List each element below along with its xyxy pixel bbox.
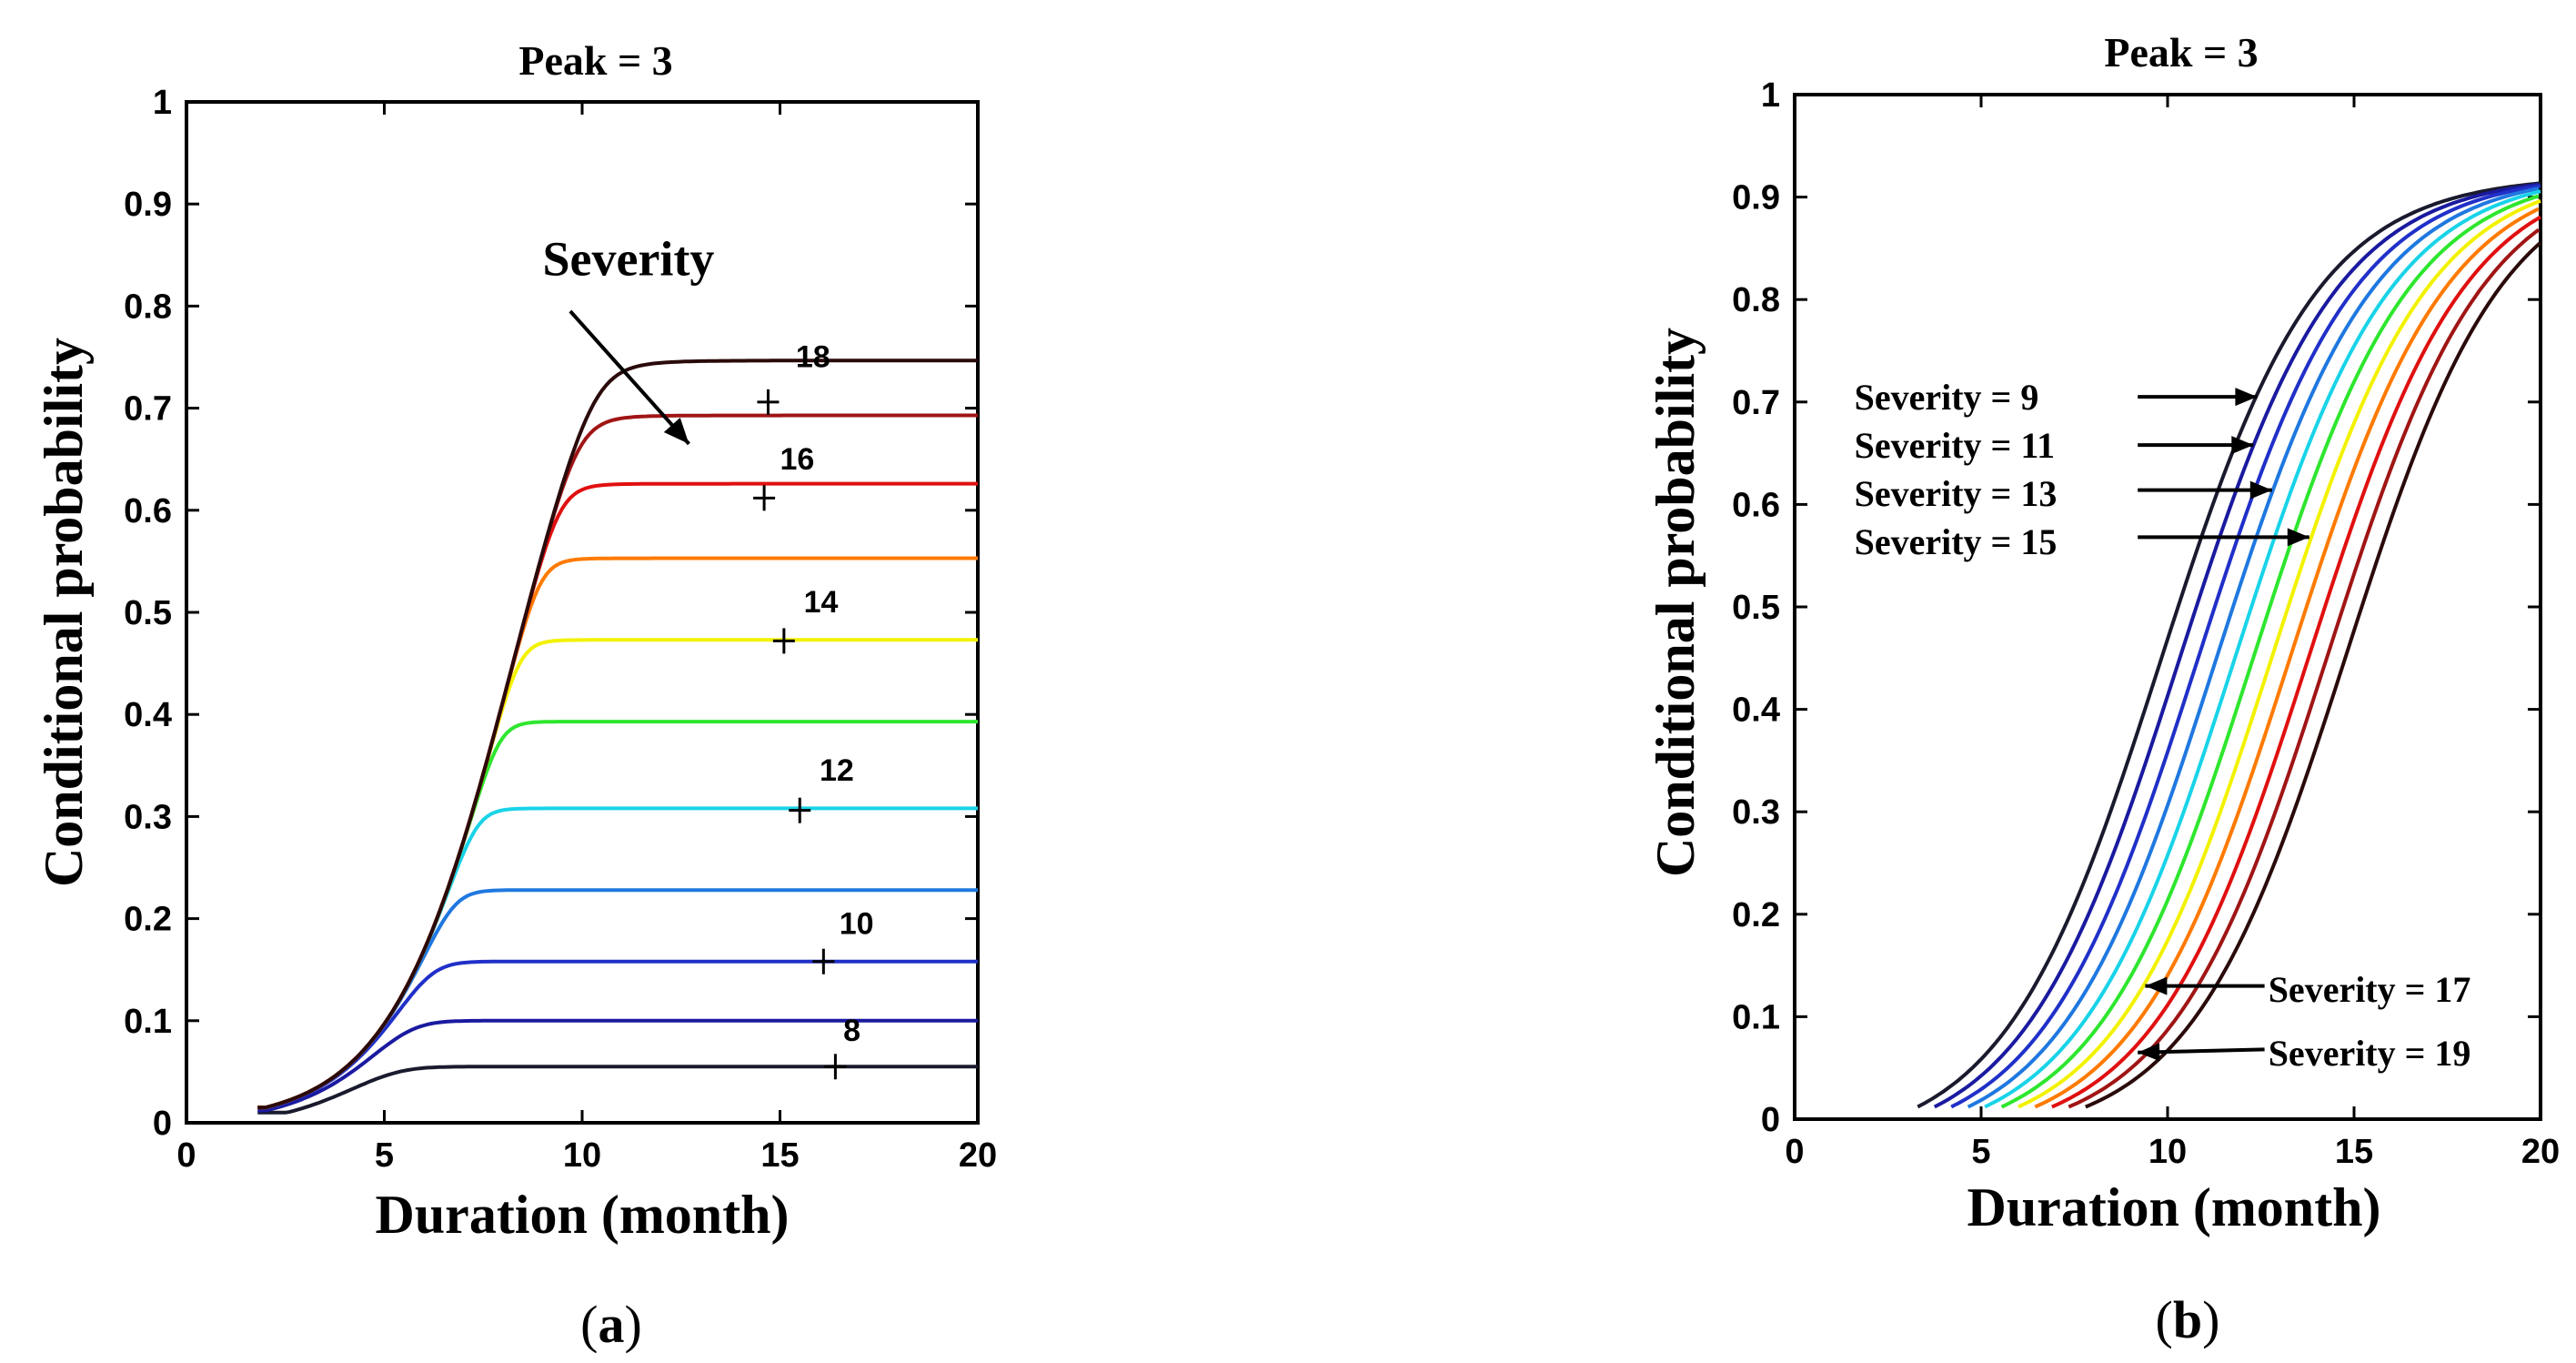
chart-b-caption: (b): [2156, 1290, 2220, 1349]
series-line-severity-19: [2085, 241, 2542, 1109]
chart-a-severity-annotation: Severity: [543, 232, 715, 287]
x-tick-label: 20: [959, 1136, 997, 1175]
severity-annotation: Severity = 9: [1855, 377, 2039, 418]
series-line-severity-11: [1950, 184, 2541, 1109]
x-tick-label: 15: [760, 1136, 799, 1175]
series-line-severity-16: [257, 481, 978, 1110]
severity-arrow-head: [2231, 436, 2254, 455]
y-tick-label: 0.9: [1732, 179, 1780, 217]
severity-arrow-head: [2138, 1043, 2160, 1062]
chart-b-annotations: Severity = 9 Severity = 11 Severity = 13 Se…: [1855, 377, 2471, 1074]
series-line-severity-15: [2018, 198, 2541, 1109]
severity-arrow-head: [2145, 976, 2168, 995]
chart-a-severity-arrowhead: [663, 418, 689, 444]
severity-arrow-head: [2235, 388, 2258, 407]
series-line-severity-9: [257, 1018, 978, 1113]
y-tick-label: 0.2: [124, 901, 172, 939]
severity-label: 10: [840, 906, 874, 941]
y-tick-label: 0.5: [124, 594, 172, 632]
y-tick-label: 0.1: [1732, 998, 1780, 1036]
x-tick-label: 0: [176, 1136, 196, 1175]
chart-b-y-ticks: 0 0.1 0.2 0.3 0.4 0.5 0.6 0.7 0.8 0.9 1: [1732, 76, 2541, 1139]
chart-a-x-ticks: 0 5 10 15 20: [176, 102, 997, 1175]
severity-label: 12: [820, 753, 854, 788]
x-tick-label: 5: [375, 1136, 394, 1175]
y-tick-label: 0: [1761, 1101, 1780, 1139]
series-line-severity-13: [1984, 189, 2541, 1109]
y-tick-label: 0.6: [1732, 486, 1780, 524]
y-tick-label: 0.6: [124, 492, 172, 530]
series-line-severity-18: [257, 358, 978, 1110]
y-tick-label: 0.2: [1732, 896, 1780, 934]
x-tick-label: 5: [1971, 1133, 1990, 1171]
chart-a-severity-arrow: [569, 309, 690, 446]
y-tick-label: 1: [1761, 76, 1780, 115]
chart-b-title: Peak = 3: [2104, 29, 2258, 76]
severity-label: 8: [843, 1014, 860, 1048]
chart-a: Peak = 3 0 0.1 0.2 0.3 0.4 0.5 0.6 0.7 0.8 0.9 1 0…: [34, 37, 997, 1354]
y-tick-label: 0.8: [124, 288, 172, 326]
chart-a-severity-marks: 18 16 14 12 10 8: [753, 340, 874, 1080]
chart-a-title: Peak = 3: [518, 37, 672, 84]
y-tick-label: 0.3: [124, 798, 172, 836]
chart-b-y-axis-label: Conditional probability: [1645, 328, 1706, 877]
chart-a-x-axis-label: Duration (month): [375, 1185, 789, 1245]
y-tick-label: 1: [153, 84, 172, 122]
series-line-severity-14: [257, 638, 978, 1110]
y-tick-label: 0.3: [1732, 793, 1780, 832]
severity-annotation: Severity = 11: [1855, 425, 2056, 466]
severity-annotation: Severity = 17: [2269, 969, 2471, 1010]
series-line-severity-16: [2034, 207, 2540, 1109]
y-tick-label: 0.1: [124, 1003, 172, 1041]
severity-annotation: Severity = 19: [2269, 1033, 2471, 1074]
y-tick-label: 0.4: [124, 696, 172, 734]
y-tick-label: 0.7: [1732, 384, 1780, 422]
chart-a-caption: (a): [580, 1295, 642, 1354]
series-line-severity-12: [1967, 187, 2540, 1109]
severity-label: 14: [804, 585, 839, 620]
y-tick-label: 0.9: [124, 186, 172, 224]
severity-label: 18: [796, 340, 830, 375]
chart-a-y-axis-label: Conditional probability: [34, 338, 94, 887]
severity-annotation: Severity = 13: [1855, 473, 2058, 514]
x-tick-label: 20: [2521, 1133, 2560, 1171]
x-tick-label: 15: [2335, 1133, 2373, 1171]
series-line-severity-17: [257, 413, 978, 1110]
series-line-severity-10: [257, 959, 978, 1110]
y-tick-label: 0.8: [1732, 281, 1780, 319]
chart-b-x-ticks: 0 5 10 15 20: [1785, 95, 2560, 1171]
y-tick-label: 0.4: [1732, 692, 1780, 730]
severity-annotation: Severity = 15: [1855, 521, 2058, 562]
severity-arrow-head: [2249, 480, 2272, 500]
x-tick-label: 10: [2148, 1133, 2187, 1171]
series-line-severity-17: [2051, 215, 2542, 1109]
series-line-severity-8: [257, 1065, 978, 1115]
y-tick-label: 0.7: [124, 390, 172, 429]
x-tick-label: 0: [1785, 1133, 1804, 1171]
series-line-severity-14: [2000, 194, 2540, 1109]
series-line-severity-9: [1917, 181, 2541, 1109]
chart-b: Peak = 3 0 0.1 0.2 0.3 0.4 0.5 0.6 0.7 0.8 0.9 1 0…: [1645, 29, 2560, 1349]
severity-arrow-head: [2287, 528, 2309, 547]
chart-a-series-lines: [257, 358, 978, 1115]
y-tick-label: 0: [153, 1105, 172, 1143]
chart-b-x-axis-label: Duration (month): [1967, 1177, 2380, 1237]
chart-a-y-ticks: 0 0.1 0.2 0.3 0.4 0.5 0.6 0.7 0.8 0.9 1: [124, 84, 978, 1143]
y-tick-label: 0.5: [1732, 589, 1780, 627]
severity-label: 16: [780, 442, 815, 477]
x-tick-label: 10: [563, 1136, 601, 1175]
chart-b-series-lines: [1917, 181, 2542, 1109]
